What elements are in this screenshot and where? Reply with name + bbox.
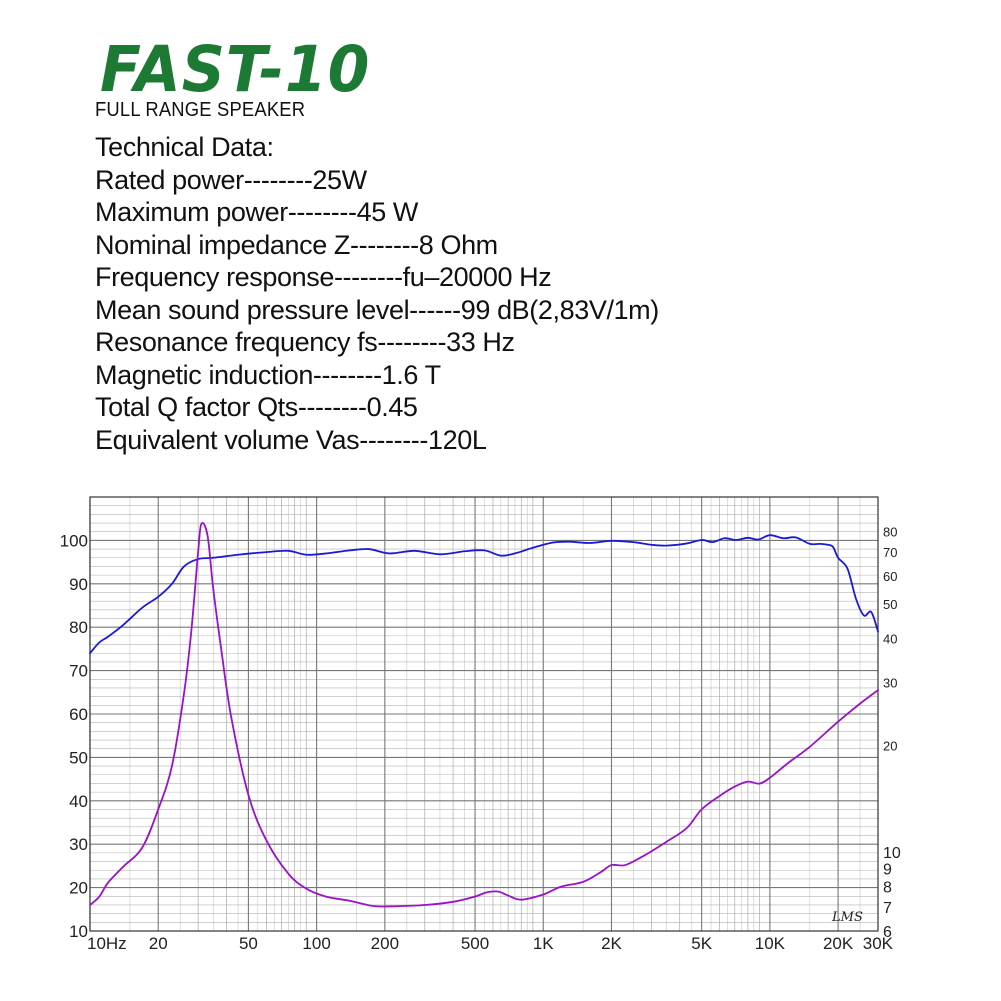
y-right-tick-label: 40: [883, 631, 897, 646]
y-left-tick-label: 80: [69, 618, 88, 637]
product-subtitle: FULL RANGE SPEAKER: [95, 99, 306, 121]
y-left-tick-label: 90: [69, 575, 88, 594]
chart-series-layer: [89, 522, 879, 908]
y-right-tick-label: 7: [883, 900, 892, 917]
y-left-tick-label: 30: [69, 835, 88, 854]
x-tick-label: 30K: [863, 934, 894, 953]
spec-heading: Technical Data:: [95, 132, 274, 162]
spec-magnetic-induction: Magnetic induction--------1.6 T: [95, 359, 441, 390]
y-right-tick-label: 10: [883, 845, 901, 862]
y-right-tick-label: 8: [883, 880, 892, 897]
x-tick-label: 500: [461, 934, 489, 953]
spec-maximum-power: Maximum power--------45 W: [95, 197, 418, 227]
y-right-tick-label: 9: [883, 861, 892, 878]
product-title: FAST-10: [100, 33, 371, 107]
y-left-tick-label: 60: [69, 705, 88, 724]
spec-total-q-factor: Total Q factor Qts--------0.45: [95, 392, 418, 422]
y-right-tick-label: 6: [883, 924, 892, 941]
y-left-tick-label: 50: [69, 748, 88, 767]
chart-right-tick-labels: 6 7 8 910 20 30 40 50 60 70 80: [883, 524, 901, 941]
x-tick-label: 100: [302, 934, 330, 953]
impedance-line: [89, 522, 879, 908]
y-right-tick-label: 70: [883, 545, 897, 560]
x-tick-label: 10K: [755, 934, 786, 953]
y-left-tick-label: 10: [69, 922, 88, 941]
y-right-tick-label: 60: [883, 569, 897, 584]
x-tick-label: 10Hz: [87, 934, 127, 953]
y-left-tick-label: 20: [69, 879, 88, 898]
chart-x-tick-labels: 10Hz 20 50 100 200 500 1K 2K 5K 10K 20K 30K: [87, 934, 894, 953]
spec-rated-power: Rated power--------25W: [95, 164, 367, 195]
x-tick-label: 200: [371, 934, 399, 953]
y-right-tick-label: 50: [883, 597, 897, 612]
spec-frequency-response: Frequency response--------fu–20000 Hz: [95, 262, 552, 292]
x-tick-label: 2K: [601, 934, 622, 953]
x-tick-label: 1K: [533, 934, 554, 953]
spec-nominal-impedance: Nominal impedance Z--------8 Ohm: [95, 229, 498, 260]
signature-mark: LMS: [831, 910, 863, 925]
x-tick-label: 50: [239, 934, 258, 953]
x-tick-label: 20K: [823, 934, 854, 953]
chart-left-tick-labels: 10 20 30 40 50 60 70 80 90 100: [60, 531, 88, 941]
y-left-tick-label: 100: [60, 531, 88, 550]
spec-mean-sound-pressure: Mean sound pressure level------99 dB(2,8…: [95, 294, 659, 325]
chart-plot-frame: [89, 496, 879, 932]
x-tick-label: 5K: [691, 934, 712, 953]
spec-resonance-frequency: Resonance frequency fs--------33 Hz: [95, 327, 515, 357]
technical-data-list: Technical Data: Rated power--------25W M…: [95, 131, 659, 456]
x-tick-label: 20: [149, 934, 168, 953]
y-right-tick-label: 80: [883, 524, 897, 539]
spec-equivalent-volume: Equivalent volume Vas--------120L: [95, 424, 487, 455]
spl-response-line: [89, 534, 879, 655]
y-right-tick-label: 20: [883, 738, 897, 753]
y-left-tick-label: 40: [69, 792, 88, 811]
y-left-tick-label: 70: [69, 662, 88, 681]
y-right-tick-label: 30: [883, 676, 897, 691]
